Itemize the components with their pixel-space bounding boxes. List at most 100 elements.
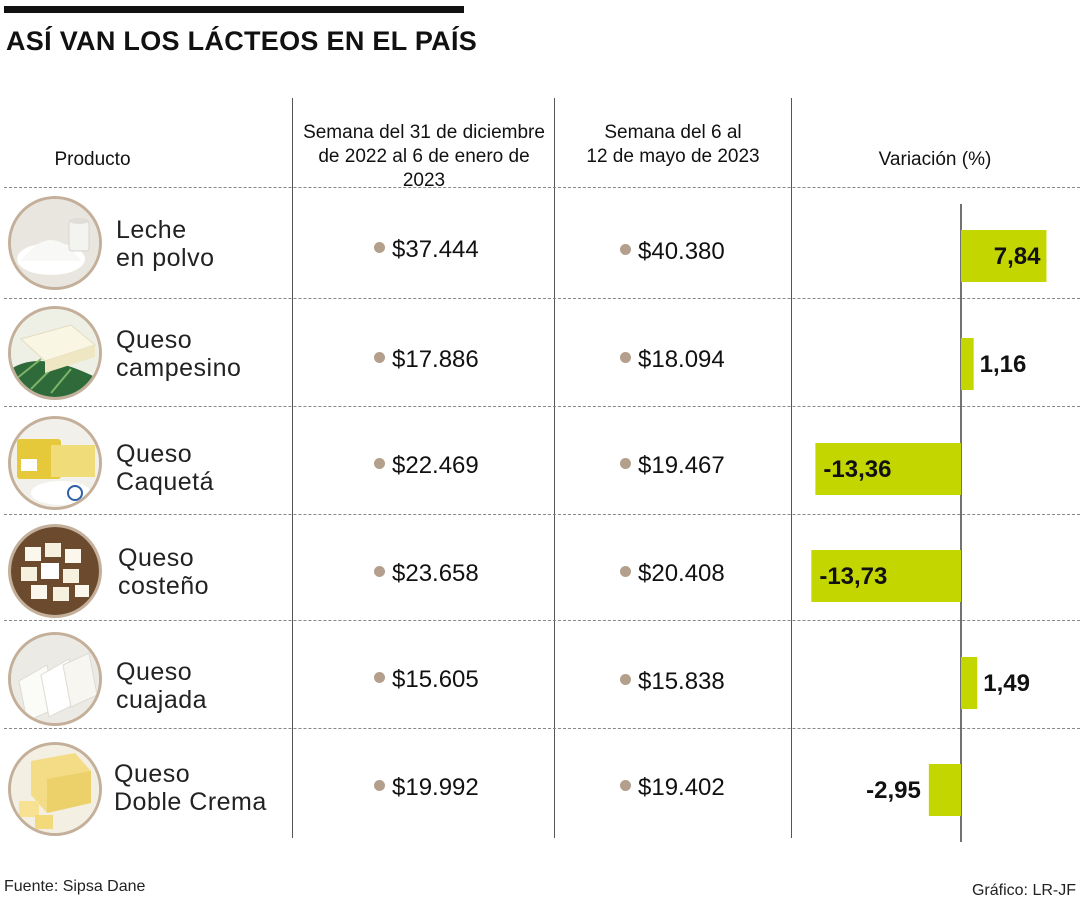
table-row: Queso campesino $17.886 $18.094 <box>0 298 1080 405</box>
price-week1: $23.658 <box>374 560 479 588</box>
column-divider <box>791 98 792 838</box>
product-name: Queso costeño <box>118 544 209 600</box>
product-name-line1: Queso <box>116 658 193 686</box>
row-divider <box>4 298 1080 299</box>
price-week2-value: $19.467 <box>638 452 725 479</box>
bullet-icon <box>620 780 631 792</box>
bullet-icon <box>374 672 385 684</box>
product-name: Queso campesino <box>116 326 241 382</box>
variation-label: 7,84 <box>994 243 1041 270</box>
header-week1-line1: Semana del 31 de diciembre <box>303 122 545 143</box>
variation-bar <box>815 443 961 495</box>
product-name-line2: Caquetá <box>116 468 215 496</box>
price-week2-value: $19.402 <box>638 774 725 801</box>
variation-bar <box>961 230 1047 282</box>
farm-cheese-image <box>8 306 102 400</box>
variation-label: 1,16 <box>980 351 1027 378</box>
product-name-line1: Queso <box>116 440 193 468</box>
table-row: Queso Caquetá $22.469 $19.467 <box>0 406 1080 513</box>
header-week1-line2: de 2022 al 6 de enero de 2023 <box>318 146 530 191</box>
source-note: Fuente: Sipsa Dane <box>4 878 146 895</box>
curd-cheese-image <box>8 632 102 726</box>
caqueta-cheese-image <box>8 416 102 510</box>
product-name-line2: cuajada <box>116 686 208 714</box>
variation-label: -13,36 <box>823 456 891 483</box>
credit-note: Gráfico: LR-JF <box>971 882 1076 899</box>
price-week2-value: $18.094 <box>638 346 725 373</box>
bullet-icon <box>374 242 385 254</box>
product-name: Queso Doble Crema <box>114 760 267 816</box>
price-week1: $17.886 <box>374 346 479 374</box>
price-week1-value: $19.992 <box>392 774 479 801</box>
price-week1: $19.992 <box>374 774 479 802</box>
variation-label: -2,95 <box>866 777 921 804</box>
bullet-icon <box>374 566 385 578</box>
row-divider <box>4 514 1080 515</box>
price-week1-value: $22.469 <box>392 452 479 479</box>
product-name: Leche en polvo <box>116 216 215 272</box>
row-divider <box>4 187 1080 188</box>
price-week2-value: $40.380 <box>638 238 725 265</box>
price-week2: $19.402 <box>620 774 725 802</box>
price-week2: $15.838 <box>620 668 725 696</box>
product-name-line1: Queso <box>114 760 191 788</box>
header-week2: Semana del 6 al 12 de mayo de 2023 <box>556 121 790 169</box>
product-name-line2: campesino <box>116 354 242 382</box>
bullet-icon <box>620 352 631 364</box>
variation-bar <box>928 764 961 816</box>
header-variation: Variación (%) <box>878 149 992 170</box>
price-week1: $37.444 <box>374 236 479 264</box>
variation-label: -13,73 <box>819 563 887 590</box>
price-week1-value: $15.605 <box>392 666 479 693</box>
bullet-icon <box>620 244 631 256</box>
price-week2-value: $15.838 <box>638 668 725 695</box>
product-name-line1: Queso <box>118 544 195 572</box>
bullet-icon <box>620 674 631 686</box>
price-week1-value: $37.444 <box>392 236 479 263</box>
product-name: Queso Caquetá <box>116 440 214 496</box>
product-name-line1: Leche <box>116 216 187 244</box>
product-name-line2: costeño <box>118 572 210 600</box>
bullet-icon <box>620 458 631 470</box>
column-divider <box>292 98 293 838</box>
bullet-icon <box>620 566 631 578</box>
chart-title: ASÍ VAN LOS LÁCTEOS EN EL PAÍS <box>6 26 478 56</box>
product-name: Queso cuajada <box>116 658 207 714</box>
row-divider <box>4 728 1080 729</box>
variation-label: 1,49 <box>983 670 1030 697</box>
header-product: Producto <box>54 149 131 170</box>
price-week2: $18.094 <box>620 346 725 374</box>
price-week1-value: $23.658 <box>392 560 479 587</box>
price-week2-value: $20.408 <box>638 560 725 587</box>
table-row: Queso costeño $23.658 $20.408 <box>0 514 1080 621</box>
variation-bar <box>961 338 974 390</box>
header-week1: Semana del 31 de diciembre de 2022 al 6 … <box>296 121 552 193</box>
table-row: Queso Doble Crema $19.992 $19.402 <box>0 728 1080 836</box>
double-cream-cheese-image <box>8 742 102 836</box>
price-week1: $15.605 <box>374 666 479 694</box>
bullet-icon <box>374 352 385 364</box>
powdered-milk-image <box>8 196 102 290</box>
header-week2-line2: 12 de mayo de 2023 <box>586 146 760 167</box>
price-week2: $19.467 <box>620 452 725 480</box>
variation-bar <box>811 550 961 602</box>
bullet-icon <box>374 458 385 470</box>
price-week2: $40.380 <box>620 238 725 266</box>
product-name-line1: Queso <box>116 326 193 354</box>
bullet-icon <box>374 780 385 792</box>
header-week2-line1: Semana del 6 al <box>604 122 742 143</box>
title-rule <box>4 6 464 13</box>
row-divider <box>4 620 1080 621</box>
coastal-cheese-cubes-image <box>8 524 102 618</box>
price-week2: $20.408 <box>620 560 725 588</box>
product-name-line2: Doble Crema <box>114 788 267 816</box>
variation-bar <box>961 657 978 709</box>
table-row: Queso cuajada $15.605 $15.838 <box>0 620 1080 727</box>
product-name-line2: en polvo <box>116 244 215 272</box>
row-divider <box>4 406 1080 407</box>
price-week1-value: $17.886 <box>392 346 479 373</box>
column-divider <box>554 98 555 838</box>
table-row: Leche en polvo $37.444 $40.380 <box>0 190 1080 297</box>
price-week1: $22.469 <box>374 452 479 480</box>
